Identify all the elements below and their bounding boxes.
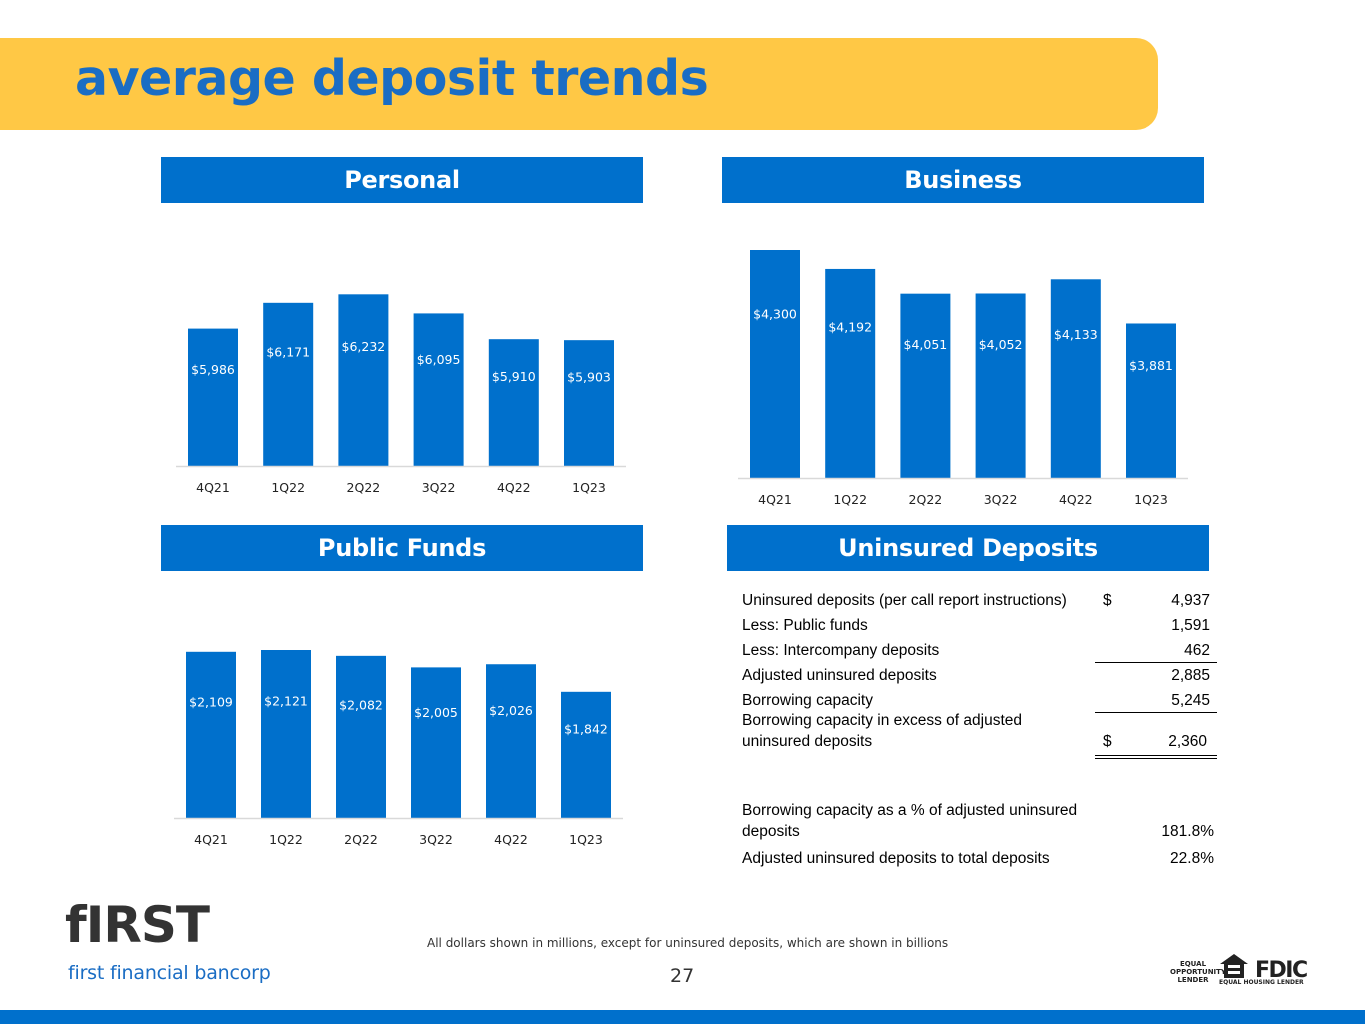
equal-housing-lender-label: EQUAL HOUSING LENDER bbox=[1219, 979, 1304, 986]
table-row: Borrowing capacity 5,245 bbox=[742, 692, 1210, 709]
fdic-logo: FDIC bbox=[1255, 958, 1308, 983]
data-label-personal-2Q22: $6,232 bbox=[342, 339, 386, 354]
public-funds-bar-chart: $2,109 4Q21 $2,121 1Q22 $2,082 2Q22 $2,005 3Q22… bbox=[174, 650, 623, 847]
table-row: Uninsured deposits (per call report inst… bbox=[742, 592, 1210, 609]
data-label-personal-1Q22: $6,171 bbox=[266, 345, 310, 360]
table-rule bbox=[1095, 712, 1217, 713]
data-label-public-2Q22: $2,082 bbox=[339, 697, 383, 712]
bar-business-2Q22 bbox=[900, 293, 951, 478]
tick-label-personal-1Q22: 1Q22 bbox=[271, 480, 305, 495]
panel-header-business: Business bbox=[722, 157, 1204, 203]
equal-housing-icon bbox=[1220, 954, 1248, 978]
page-title: average deposit trends bbox=[75, 50, 709, 107]
data-label-personal-1Q23: $5,903 bbox=[567, 370, 611, 385]
bar-business-1Q23 bbox=[1126, 323, 1176, 478]
title-band bbox=[0, 38, 1158, 130]
table-rule bbox=[1095, 662, 1217, 663]
bar-business-3Q22 bbox=[975, 293, 1026, 478]
data-label-business-1Q22: $4,192 bbox=[828, 320, 872, 335]
tick-label-business-2Q22: 2Q22 bbox=[909, 492, 943, 507]
equal-opportunity-lender-badge: EQUAL OPPORTUNITY LENDER bbox=[1170, 960, 1227, 984]
tick-label-personal-3Q22: 3Q22 bbox=[422, 480, 456, 495]
tick-label-personal-1Q23: 1Q23 bbox=[572, 480, 606, 495]
tick-label-business-1Q23: 1Q23 bbox=[1134, 492, 1168, 507]
tick-label-business-4Q22: 4Q22 bbox=[1059, 492, 1093, 507]
data-label-business-2Q22: $4,051 bbox=[904, 337, 948, 352]
data-label-public-4Q22: $2,026 bbox=[489, 703, 533, 718]
company-name: first financial bancorp bbox=[68, 962, 271, 984]
data-label-public-4Q21: $2,109 bbox=[189, 695, 233, 710]
data-label-business-3Q22: $4,052 bbox=[979, 337, 1023, 352]
panel-header-public-funds: Public Funds bbox=[161, 525, 643, 571]
tick-label-personal-4Q21: 4Q21 bbox=[196, 480, 230, 495]
bar-public-2Q22 bbox=[336, 655, 386, 818]
data-label-business-4Q22: $4,133 bbox=[1054, 327, 1098, 342]
personal-bar-chart: $5,986 4Q21 $6,171 1Q22 $6,232 2Q22 $6,095 3Q22… bbox=[176, 294, 626, 495]
tick-label-public-4Q22: 4Q22 bbox=[494, 832, 528, 847]
bar-business-4Q21 bbox=[750, 250, 800, 478]
bar-personal-3Q22 bbox=[413, 313, 464, 466]
table-row: Adjusted uninsured deposits to total dep… bbox=[742, 850, 1214, 867]
bar-public-1Q23 bbox=[561, 691, 611, 818]
data-label-public-1Q22: $2,121 bbox=[264, 693, 308, 708]
data-label-business-4Q21: $4,300 bbox=[753, 306, 797, 321]
bar-personal-4Q22 bbox=[488, 339, 539, 466]
data-label-personal-3Q22: $6,095 bbox=[417, 352, 461, 367]
tick-label-personal-4Q22: 4Q22 bbox=[497, 480, 531, 495]
bar-public-4Q21 bbox=[186, 651, 236, 818]
panel-header-personal: Personal bbox=[161, 157, 643, 203]
data-label-personal-4Q21: $5,986 bbox=[191, 362, 235, 377]
tick-label-public-2Q22: 2Q22 bbox=[344, 832, 378, 847]
business-bar-chart: $4,300 4Q21 $4,192 1Q22 $4,051 2Q22 $4,052 3Q22… bbox=[738, 250, 1188, 507]
table-row: Borrowing capacity as a % of adjusted un… bbox=[742, 802, 1214, 840]
tick-label-public-3Q22: 3Q22 bbox=[419, 832, 453, 847]
footnote: All dollars shown in millions, except fo… bbox=[427, 936, 949, 950]
data-label-public-1Q23: $1,842 bbox=[564, 721, 608, 736]
bar-business-1Q22 bbox=[825, 268, 876, 478]
bar-personal-1Q22 bbox=[263, 302, 314, 466]
bar-public-4Q22 bbox=[486, 664, 536, 818]
bar-public-1Q22 bbox=[261, 650, 311, 818]
table-row: Less: Public funds 1,591 bbox=[742, 617, 1210, 634]
bar-public-3Q22 bbox=[411, 667, 461, 818]
tick-label-business-3Q22: 3Q22 bbox=[984, 492, 1018, 507]
data-label-personal-4Q22: $5,910 bbox=[492, 369, 536, 384]
bar-personal-1Q23 bbox=[564, 340, 614, 466]
table-row: Less: Intercompany deposits 462 bbox=[742, 642, 1210, 659]
tick-label-public-4Q21: 4Q21 bbox=[194, 832, 228, 847]
bar-personal-2Q22 bbox=[338, 294, 389, 466]
panel-header-uninsured: Uninsured Deposits bbox=[727, 525, 1209, 571]
table-row: Borrowing capacity in excess of adjusted… bbox=[742, 712, 1207, 750]
tick-label-public-1Q23: 1Q23 bbox=[569, 832, 603, 847]
bottom-bar bbox=[0, 1010, 1365, 1024]
page-number: 27 bbox=[670, 965, 695, 987]
bar-business-4Q22 bbox=[1050, 279, 1101, 478]
tick-label-business-4Q21: 4Q21 bbox=[758, 492, 792, 507]
data-label-public-3Q22: $2,005 bbox=[414, 705, 458, 720]
tick-label-business-1Q22: 1Q22 bbox=[833, 492, 867, 507]
table-double-rule bbox=[1095, 755, 1217, 759]
tick-label-public-1Q22: 1Q22 bbox=[269, 832, 303, 847]
data-label-business-1Q23: $3,881 bbox=[1129, 358, 1173, 373]
table-row: Adjusted uninsured deposits 2,885 bbox=[742, 667, 1210, 684]
tick-label-personal-2Q22: 2Q22 bbox=[347, 480, 381, 495]
company-logo: fIRST bbox=[65, 896, 210, 954]
bar-personal-4Q21 bbox=[188, 328, 238, 466]
